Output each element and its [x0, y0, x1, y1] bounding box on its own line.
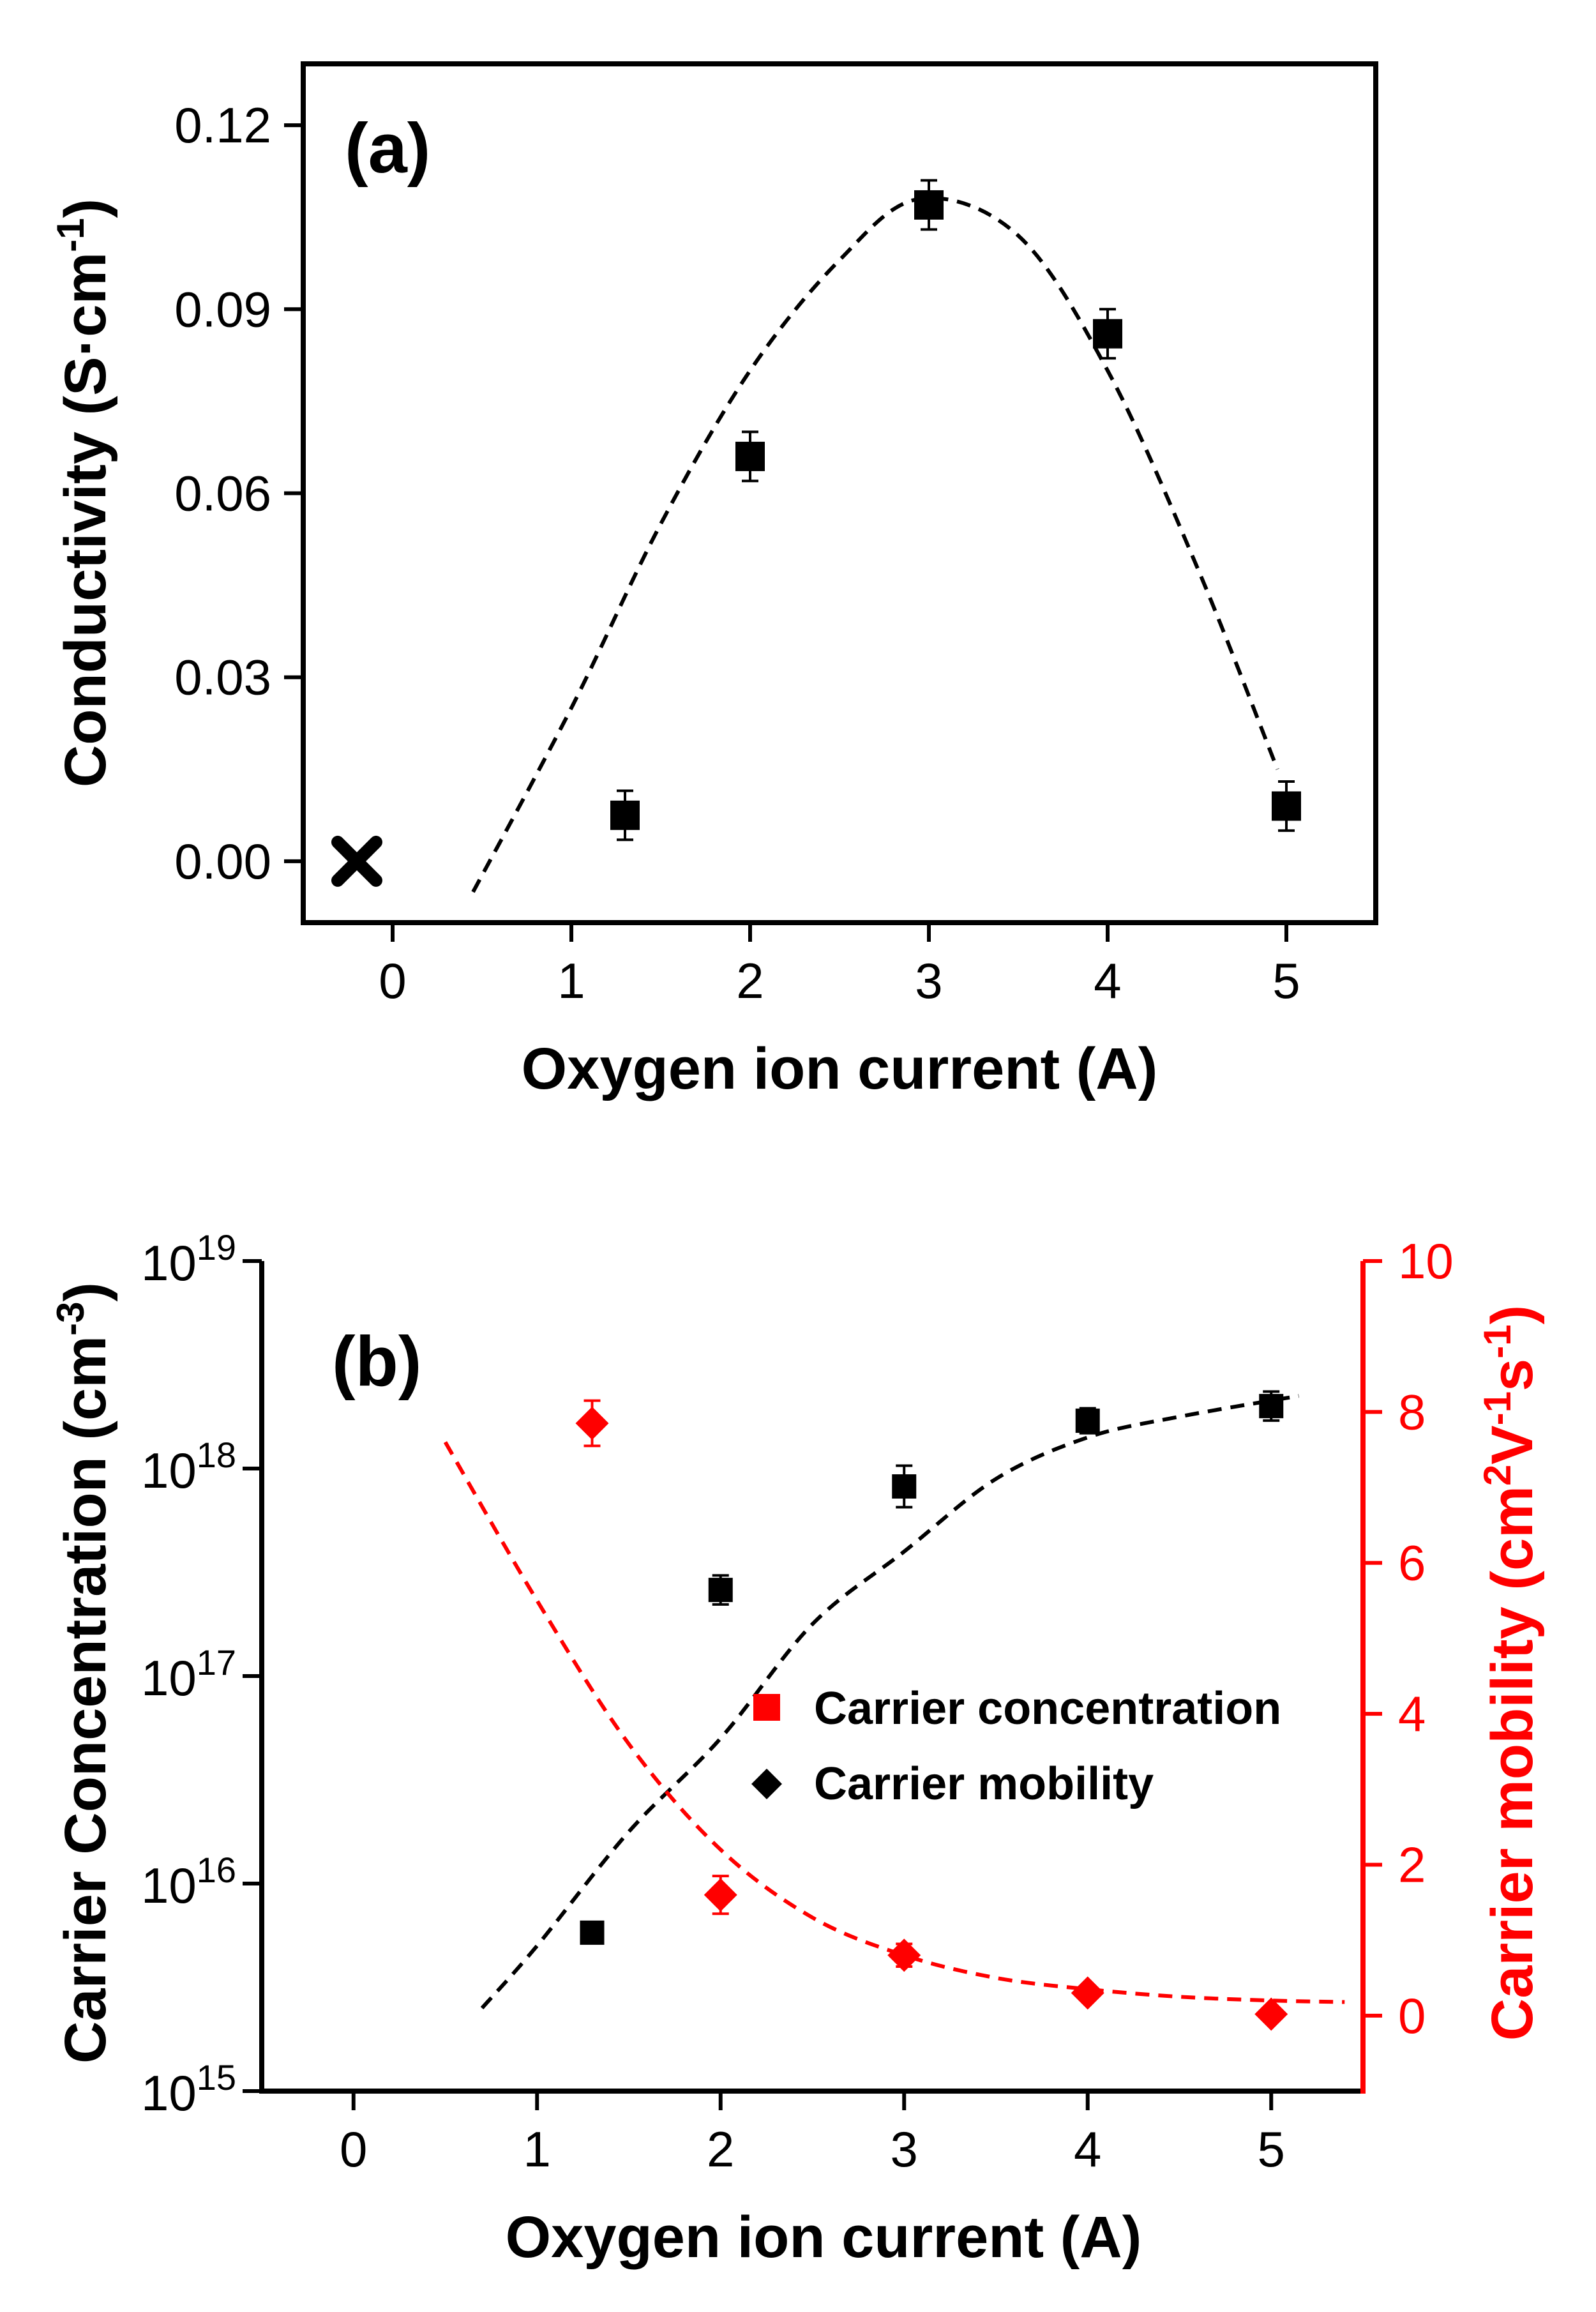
panel-b-legend: Carrier concentration Carrier mobility: [751, 1683, 1281, 1810]
panel-b-right-y-axis-title-part-1: Carrier mobility (cm: [1480, 1486, 1545, 2041]
panel-a: 0 1 2 3 4 5 0.00 0.03 0.06 0.09 0.12 (a) Oxygen io…: [49, 61, 1378, 1101]
panel-a-x-tick-label: 0: [379, 953, 406, 1009]
tick-label-exponent: 18: [197, 1435, 236, 1475]
panel-a-y-tick-label: 0.03: [174, 649, 271, 706]
panel-b-concentration-point: [580, 1920, 605, 1945]
panel-b-concentration-point: [708, 1578, 733, 1603]
panel-b-right-y-tick-label: 0: [1398, 1988, 1426, 2044]
panel-a-y-axis-title-end: ): [53, 199, 118, 218]
panel-b-mobility-point: [887, 1938, 921, 1972]
panel-b-concentration-point: [892, 1474, 917, 1499]
panel-b-label: (b): [332, 1322, 421, 1401]
tick-label-exponent: 17: [197, 1642, 236, 1682]
panel-b-left-y-tick-label: 1016: [141, 1850, 236, 1914]
panel-a-conductivity-point: [1093, 319, 1122, 349]
tick-label-base: 10: [141, 2065, 197, 2121]
panel-b-concentration-fit-curve: [480, 1394, 1299, 2009]
panel-b-right-y-axis-title-part-6: -1: [1476, 1324, 1519, 1358]
panel-a-insulating-x-marker: [331, 835, 382, 887]
panel-b-left-y-axis-title: Carrier Concentration (cm-3): [49, 1282, 118, 2064]
legend-concentration-label: Carrier concentration: [814, 1683, 1281, 1734]
legend-mobility-label: Carrier mobility: [814, 1758, 1154, 1810]
tick-label-base: 10: [141, 1650, 197, 1706]
panel-a-conductivity-point: [735, 441, 765, 471]
panel-a-frame: [301, 61, 1378, 925]
panel-a-label: (a): [345, 109, 430, 188]
panel-b-mobility-point: [575, 1407, 609, 1440]
tick-label-base: 10: [141, 1235, 197, 1291]
tick-label-exponent: 19: [197, 1227, 236, 1267]
panel-a-x-axis-title: Oxygen ion current (A): [522, 1036, 1158, 1101]
panel-a-conductivity-point: [1272, 791, 1301, 821]
panel-b-x-axis-title: Oxygen ion current (A): [506, 2205, 1142, 2270]
panel-a-marks: 0 1 2 3 4 5 0.00 0.03 0.06 0.09 0.12: [174, 97, 1301, 1009]
panel-b-concentration-point: [1075, 1409, 1100, 1433]
panel-b-left-y-tick-label: 1017: [141, 1642, 236, 1706]
panel-b-right-y-axis-title-part-7: ): [1480, 1305, 1545, 1325]
panel-b-concentration-point: [1259, 1394, 1284, 1419]
panel-b-x-tick-label: 5: [1258, 2121, 1285, 2177]
panel-b-right-y-tick-label: 10: [1398, 1233, 1454, 1289]
panel-a-y-axis-title-sup: -1: [49, 218, 92, 252]
panel-b-right-y-tick-label: 2: [1398, 1836, 1426, 1893]
panel-b-left-y-tick-label: 1015: [141, 2057, 236, 2121]
panel-b-right-y-axis-title-part-3: V: [1480, 1425, 1545, 1464]
tick-label-base: 10: [141, 1857, 197, 1914]
panel-a-x-tick-label: 2: [736, 953, 764, 1009]
panel-b-mobility-point: [704, 1878, 737, 1912]
panel-a-x-tick-label: 1: [557, 953, 585, 1009]
panel-b-right-y-tick-label: 6: [1398, 1535, 1426, 1591]
panel-b-x-tick-label: 4: [1074, 2121, 1101, 2177]
panel-b-x-tick-label: 3: [891, 2121, 918, 2177]
panel-b-x-tick-label: 0: [340, 2121, 367, 2177]
panel-a-y-tick-label: 0.09: [174, 281, 271, 337]
panel-a-y-axis-title-main: Conductivity (S·cm: [53, 252, 118, 787]
panel-b-left-y-axis-title-end: ): [53, 1282, 118, 1302]
panel-a-y-tick-label: 0.06: [174, 465, 271, 522]
panel-a-y-tick-label: 0.12: [174, 97, 271, 153]
panel-b-x-tick-label: 2: [707, 2121, 734, 2177]
panel-b-right-y-axis-title-part-5: s: [1480, 1359, 1545, 1391]
panel-b-right-y-tick-label: 8: [1398, 1384, 1426, 1440]
panel-b-right-y-axis-title-part-4: -1: [1476, 1391, 1519, 1425]
panel-b-left-y-tick-label: 1018: [141, 1435, 236, 1499]
legend-concentration-marker: [753, 1694, 780, 1721]
tick-label-exponent: 15: [197, 2057, 236, 2097]
panel-b-left-y-tick-label: 1019: [141, 1227, 236, 1291]
panel-b-left-y-axis-title-sup: -3: [49, 1302, 92, 1336]
panel-a-y-tick-label: 0.00: [174, 833, 271, 889]
panel-a-fit-curve: [471, 196, 1279, 893]
legend-mobility-marker: [751, 1769, 782, 1799]
panel-a-y-axis-title: Conductivity (S·cm-1): [49, 199, 118, 787]
panel-a-x-tick-label: 5: [1272, 953, 1300, 1009]
panel-a-conductivity-point: [610, 800, 640, 830]
panel-b-x-tick-label: 1: [523, 2121, 551, 2177]
panel-a-x-tick-label: 4: [1094, 953, 1121, 1009]
panel-a-x-tick-label: 3: [915, 953, 942, 1009]
panel-b-left-y-axis-title-main: Carrier Concentration (cm: [53, 1336, 118, 2064]
panel-b-right-y-axis-title-part-2: 2: [1476, 1465, 1519, 1486]
tick-label-base: 10: [141, 1442, 197, 1499]
panel-b-mobility-point: [1254, 1997, 1288, 2031]
panel-b-right-y-tick-label: 4: [1398, 1686, 1426, 1742]
panel-b-right-y-axis-title: Carrier mobility (cm2V-1s-1): [1476, 1305, 1545, 2041]
panel-b-mobility-point: [1071, 1976, 1104, 2010]
tick-label-exponent: 16: [197, 1850, 236, 1890]
panel-a-conductivity-point: [914, 190, 944, 220]
